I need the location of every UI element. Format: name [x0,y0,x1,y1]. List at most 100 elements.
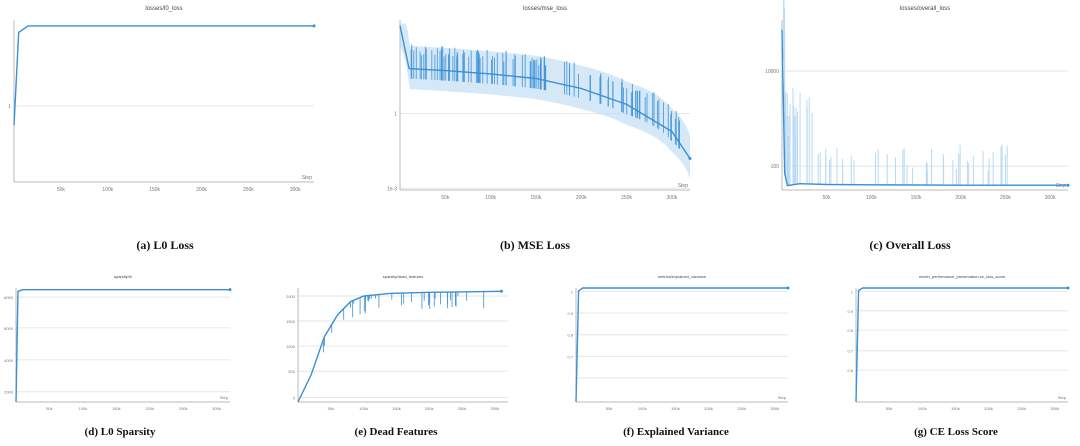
x-axis-label: Step [220,395,229,400]
chart-caption: (c) Overall Loss [869,238,951,252]
x-tick-label: 200k [984,406,993,411]
x-tick-label: 200k [955,195,966,201]
x-tick-label: 150k [671,406,680,411]
x-tick-label: 50k [46,406,52,411]
x-tick-label: 300k [1045,195,1056,201]
chart-panel-g: model_performance_preservation.ce_loss_s… [836,270,1076,438]
y-tick-label: 1 [8,104,11,110]
y-tick-label: 1500 [286,319,296,324]
y-tick-label: 1 [571,289,574,294]
x-tick-label: 300k [491,406,500,411]
chart-title: sparsity/dead_features [383,274,423,279]
chart-title: metrics/explained_variance [658,274,707,279]
chart-caption: (a) L0 Loss [136,238,194,252]
y-tick-label: 10000 [765,69,779,75]
x-tick-label: 50k [886,406,892,411]
chart-panel-a: losses/l0_loss 1 50k 100k 150k 200k 250k 300k St… [0,0,330,252]
series-line [575,287,788,403]
x-tick-label: 200k [425,406,434,411]
x-tick-label: 300k [1050,406,1059,411]
y-tick-label: 500 [288,369,295,374]
x-axis-label: Step [678,183,689,189]
chart-panel-d: sparsity/l0 8000 6000 4000 2000 50k 100k 150k 20… [0,270,240,438]
x-tick-label: 150k [911,195,922,201]
x-tick-label: 100k [102,187,113,193]
x-tick-label: 250k [737,406,746,411]
series-end-point [688,157,692,161]
y-tick-label: 2000 [4,390,14,395]
chart-svg-f: metrics/explained_variance 1 0.9 0.8 0.7 50k 1… [567,274,790,411]
x-tick-label: 300k [290,187,301,193]
y-tick-label: 0.6 [847,368,853,373]
chart-panel-c: losses/overall_loss 10000 100 50k 100k 150k 20… [740,0,1080,252]
x-tick-label: 250k [1000,195,1011,201]
x-tick-label: 50k [328,406,334,411]
series-end-point [312,24,316,28]
x-tick-label: 250k [458,406,467,411]
series-line [297,290,502,403]
x-tick-label: 200k [704,406,713,411]
series-end-point [786,286,790,290]
series-line [781,29,1068,187]
chart-title: losses/l0_loss [145,6,182,12]
chart-panel-f: metrics/explained_variance 1 0.9 0.8 0.7 50k 1… [556,270,796,438]
x-axis-label: Step [1058,395,1067,400]
y-tick-label: 8000 [4,295,14,300]
y-tick-label: 1 [394,112,397,118]
y-tick-label: 0.8 [567,333,573,338]
y-tick-label: 4000 [4,358,14,363]
chart-panel-e: sparsity/dead_features 2000 1500 1000 500 0 50… [276,270,516,438]
x-tick-label: 150k [531,195,542,201]
x-tick-label: 100k [359,406,368,411]
y-tick-label: 0.9 [847,309,853,314]
x-tick-label: 150k [392,406,401,411]
x-tick-label: 250k [621,195,632,201]
x-tick-label: 150k [112,406,121,411]
x-tick-label: 150k [149,187,160,193]
y-tick-label: 1000 [286,344,296,349]
y-tick-label: 0.7 [567,354,573,359]
y-tick-label: 1e-3 [387,186,397,192]
x-tick-label: 100k [866,195,877,201]
x-tick-label: 250k [179,406,188,411]
x-axis-label: Step [778,395,787,400]
series-line [399,25,691,159]
chart-svg-g: model_performance_preservation.ce_loss_s… [847,274,1070,411]
x-tick-label: 250k [243,187,254,193]
chart-caption: (d) L0 Sparsity [84,426,156,438]
x-axis-label: Step [1056,183,1067,189]
y-tick-label: 0.8 [847,328,853,333]
chart-svg-e: sparsity/dead_features 2000 1500 1000 500 0 50… [286,274,508,411]
chart-caption: (b) MSE Loss [499,238,570,252]
chart-caption: (g) CE Loss Score [914,426,998,438]
series-end-point [228,288,232,292]
x-tick-label: 200k [196,187,207,193]
x-tick-label: 300k [666,195,677,201]
y-tick-label: 6000 [4,326,14,331]
chart-svg-c: losses/overall_loss 10000 100 50k 100k 150k 20… [765,0,1070,201]
y-tick-label: 2000 [286,294,296,299]
x-tick-label: 150k [951,406,960,411]
series-line [855,287,1068,403]
x-tick-label: 100k [918,406,927,411]
chart-caption: (e) Dead Features [354,426,438,438]
series-end-point [1066,183,1070,187]
chart-caption: (f) Explained Variance [623,426,729,438]
series-end-point [1066,286,1070,290]
y-tick-label: 0.7 [847,349,853,354]
series-end-point [499,289,503,293]
x-tick-label: 50k [823,195,832,201]
chart-panel-b: losses/mse_loss 1 1e-3 50k 100k 150k 200k 250k 3… [360,0,710,252]
x-tick-label: 250k [1017,406,1026,411]
series-line [13,25,314,126]
y-tick-label: 0 [293,395,296,400]
chart-svg-d: sparsity/l0 8000 6000 4000 2000 50k 100k 150k 20… [4,274,232,411]
chart-title: sparsity/l0 [114,274,133,279]
x-tick-label: 50k [57,187,66,193]
x-tick-label: 300k [770,406,779,411]
x-tick-label: 200k [576,195,587,201]
x-tick-label: 100k [485,195,496,201]
x-tick-label: 50k [441,195,450,201]
x-tick-label: 50k [606,406,612,411]
